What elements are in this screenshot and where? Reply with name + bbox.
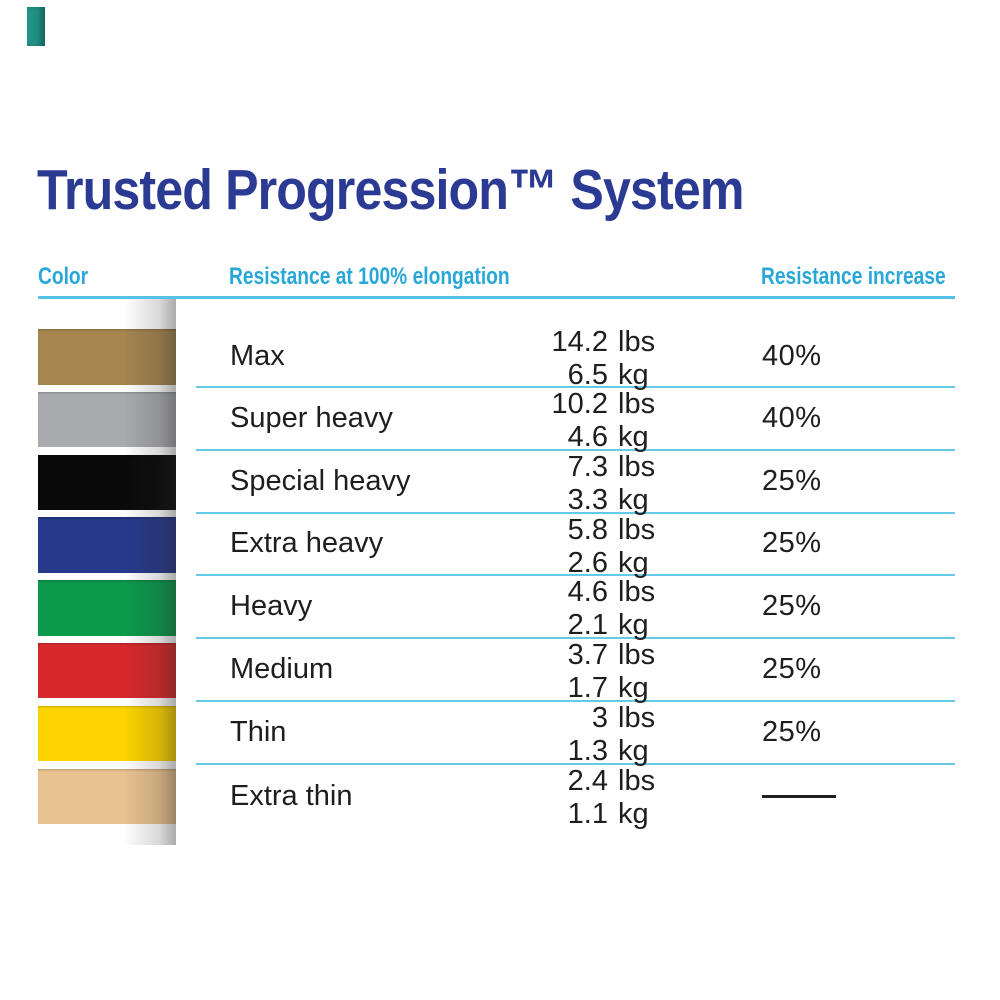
table-row: Extra thin 2.4 lbs 1.1 kg — [196, 765, 955, 845]
page-title: Trusted Progression™ System — [37, 158, 744, 222]
lbs-unit: lbs — [618, 701, 656, 734]
band-swatch-beige — [38, 768, 176, 825]
no-increase-dash — [762, 794, 836, 798]
kg-value: 1.1 — [567, 797, 608, 830]
band-swatch-red — [38, 642, 176, 699]
kg-unit: kg — [618, 546, 649, 579]
increase-value — [762, 765, 836, 828]
band-swatch-yellow — [38, 705, 176, 762]
increase-value: 25% — [762, 527, 822, 560]
lbs-unit: lbs — [618, 326, 656, 358]
increase-value: 25% — [762, 653, 822, 686]
kg-value: 2.1 — [567, 609, 608, 642]
column-header-increase: Resistance increase — [761, 263, 946, 290]
lbs-value: 3.7 — [567, 639, 608, 672]
resistance-table: Max 14.2 lbs 6.5 kg 40% Super heavy 10.2 lb… — [196, 299, 955, 845]
band-swatch-tan — [38, 329, 176, 385]
increase-value: 40% — [762, 339, 822, 372]
resistance-values: 10.2 lbs 4.6 kg — [196, 388, 716, 453]
table-row: Extra heavy 5.8 lbs 2.6 kg 25% — [196, 513, 955, 579]
resistance-values: 7.3 lbs 3.3 kg — [196, 450, 716, 516]
lbs-unit: lbs — [618, 576, 656, 609]
increase-value: 25% — [762, 590, 822, 623]
kg-unit: kg — [618, 359, 649, 391]
resistance-values: 4.6 lbs 2.1 kg — [196, 576, 716, 641]
lbs-value: 7.3 — [567, 450, 608, 483]
kg-value: 4.6 — [567, 421, 608, 453]
kg-value: 1.3 — [567, 734, 608, 767]
level-label: Max — [230, 339, 285, 372]
kg-value: 1.7 — [567, 672, 608, 705]
lbs-unit: lbs — [618, 639, 656, 672]
kg-unit: kg — [618, 421, 649, 453]
lbs-unit: lbs — [618, 450, 656, 483]
level-label: Thin — [230, 715, 287, 748]
table-row: Medium 3.7 lbs 1.7 kg 25% — [196, 639, 955, 704]
level-label: Extra heavy — [230, 527, 384, 560]
band-swatch-blue — [38, 517, 176, 573]
band-swatch-green — [38, 580, 176, 636]
lbs-value: 14.2 — [551, 326, 608, 358]
table-row: Special heavy 7.3 lbs 3.3 kg 25% — [196, 450, 955, 516]
kg-unit: kg — [618, 797, 649, 830]
resistance-values: 3.7 lbs 1.7 kg — [196, 639, 716, 704]
table-row: Max 14.2 lbs 6.5 kg 40% — [196, 299, 955, 391]
resistance-values: 5.8 lbs 2.6 kg — [196, 513, 716, 579]
lbs-value: 2.4 — [567, 764, 608, 797]
header-underline — [38, 296, 955, 299]
level-label: Super heavy — [230, 401, 393, 434]
table-row: Thin 3 lbs 1.3 kg 25% — [196, 701, 955, 767]
band-swatch-silver — [38, 391, 176, 448]
level-label: Heavy — [230, 590, 313, 623]
table-row: Super heavy 10.2 lbs 4.6 kg 40% — [196, 388, 955, 453]
increase-value: 25% — [762, 715, 822, 748]
level-label: Special heavy — [230, 464, 411, 497]
lbs-value: 10.2 — [551, 388, 608, 420]
lbs-value: 5.8 — [567, 513, 608, 546]
resistance-values: 2.4 lbs 1.1 kg — [196, 764, 716, 830]
resistance-values: 3 lbs 1.3 kg — [196, 701, 716, 767]
table-row: Heavy 4.6 lbs 2.1 kg 25% — [196, 576, 955, 641]
lbs-value: 4.6 — [567, 576, 608, 609]
kg-value: 3.3 — [567, 483, 608, 516]
color-band-strip — [38, 299, 176, 845]
lbs-unit: lbs — [618, 764, 656, 797]
resistance-values: 14.2 lbs 6.5 kg — [196, 326, 716, 391]
column-header-color: Color — [38, 263, 89, 290]
teal-corner-band-mark — [27, 7, 45, 46]
increase-value: 40% — [762, 401, 822, 434]
kg-unit: kg — [618, 609, 649, 642]
kg-value: 6.5 — [567, 359, 608, 391]
level-label: Medium — [230, 653, 334, 686]
lbs-unit: lbs — [618, 388, 656, 420]
kg-unit: kg — [618, 483, 649, 516]
kg-value: 2.6 — [567, 546, 608, 579]
increase-value: 25% — [762, 464, 822, 497]
lbs-value: 3 — [591, 701, 608, 734]
lbs-unit: lbs — [618, 513, 656, 546]
kg-unit: kg — [618, 672, 649, 705]
level-label: Extra thin — [230, 779, 353, 812]
column-header-resistance: Resistance at 100% elongation — [229, 263, 510, 290]
band-swatch-black — [38, 454, 176, 511]
kg-unit: kg — [618, 734, 649, 767]
